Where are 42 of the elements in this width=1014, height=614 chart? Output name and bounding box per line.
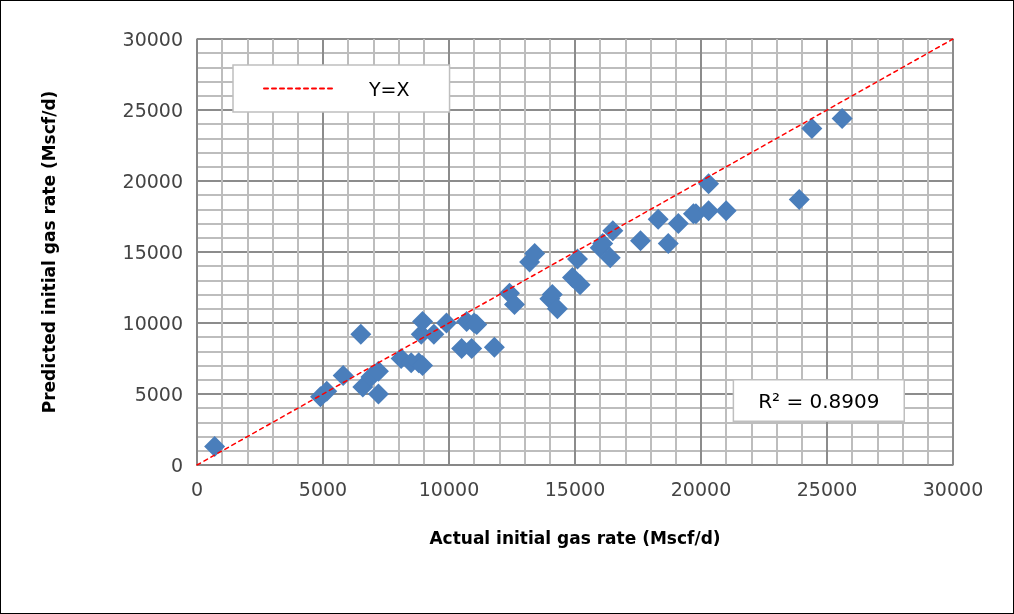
point	[524, 242, 546, 264]
point	[504, 294, 526, 316]
point	[630, 230, 652, 252]
y-tick-label: 0	[170, 454, 183, 476]
point	[569, 274, 591, 296]
point	[667, 213, 689, 235]
x-tick-label: 15000	[544, 477, 606, 500]
point	[831, 108, 853, 130]
annotation: R² = 0.8909	[758, 388, 880, 413]
x-tick-label: 30000	[922, 477, 984, 500]
y-tick-label: 15000	[122, 241, 183, 263]
x-tick-label: 25000	[796, 477, 858, 500]
point	[567, 248, 589, 270]
point	[367, 383, 389, 405]
x-tick-label: 10000	[418, 477, 480, 500]
point	[599, 247, 621, 269]
point	[647, 208, 669, 230]
point	[698, 173, 720, 195]
y-tick-label: 25000	[122, 99, 183, 121]
point	[801, 117, 823, 139]
point	[602, 220, 624, 242]
y-tick-label: 20000	[122, 170, 183, 192]
y-tick-label: 10000	[122, 312, 183, 334]
x-tick-label: 5000	[298, 477, 348, 500]
point	[435, 312, 457, 334]
point	[698, 200, 720, 222]
y-tick-label: 30000	[122, 28, 183, 50]
y-axis-title: Predicted initial gas rate (Mscf/d)	[38, 90, 59, 414]
x-tick-label: 20000	[670, 477, 732, 500]
point	[546, 298, 568, 320]
point	[350, 323, 372, 345]
point	[483, 336, 505, 358]
point	[715, 200, 737, 222]
point	[657, 232, 679, 254]
x-tick-label: 0	[190, 477, 204, 500]
point	[332, 365, 354, 387]
legend-label: Y=X	[368, 77, 410, 100]
point	[204, 436, 226, 458]
x-axis-title: Actual initial gas rate (Mscf/d)	[429, 527, 721, 548]
point	[788, 188, 810, 210]
point	[316, 380, 338, 402]
y-tick-label: 5000	[134, 383, 183, 405]
